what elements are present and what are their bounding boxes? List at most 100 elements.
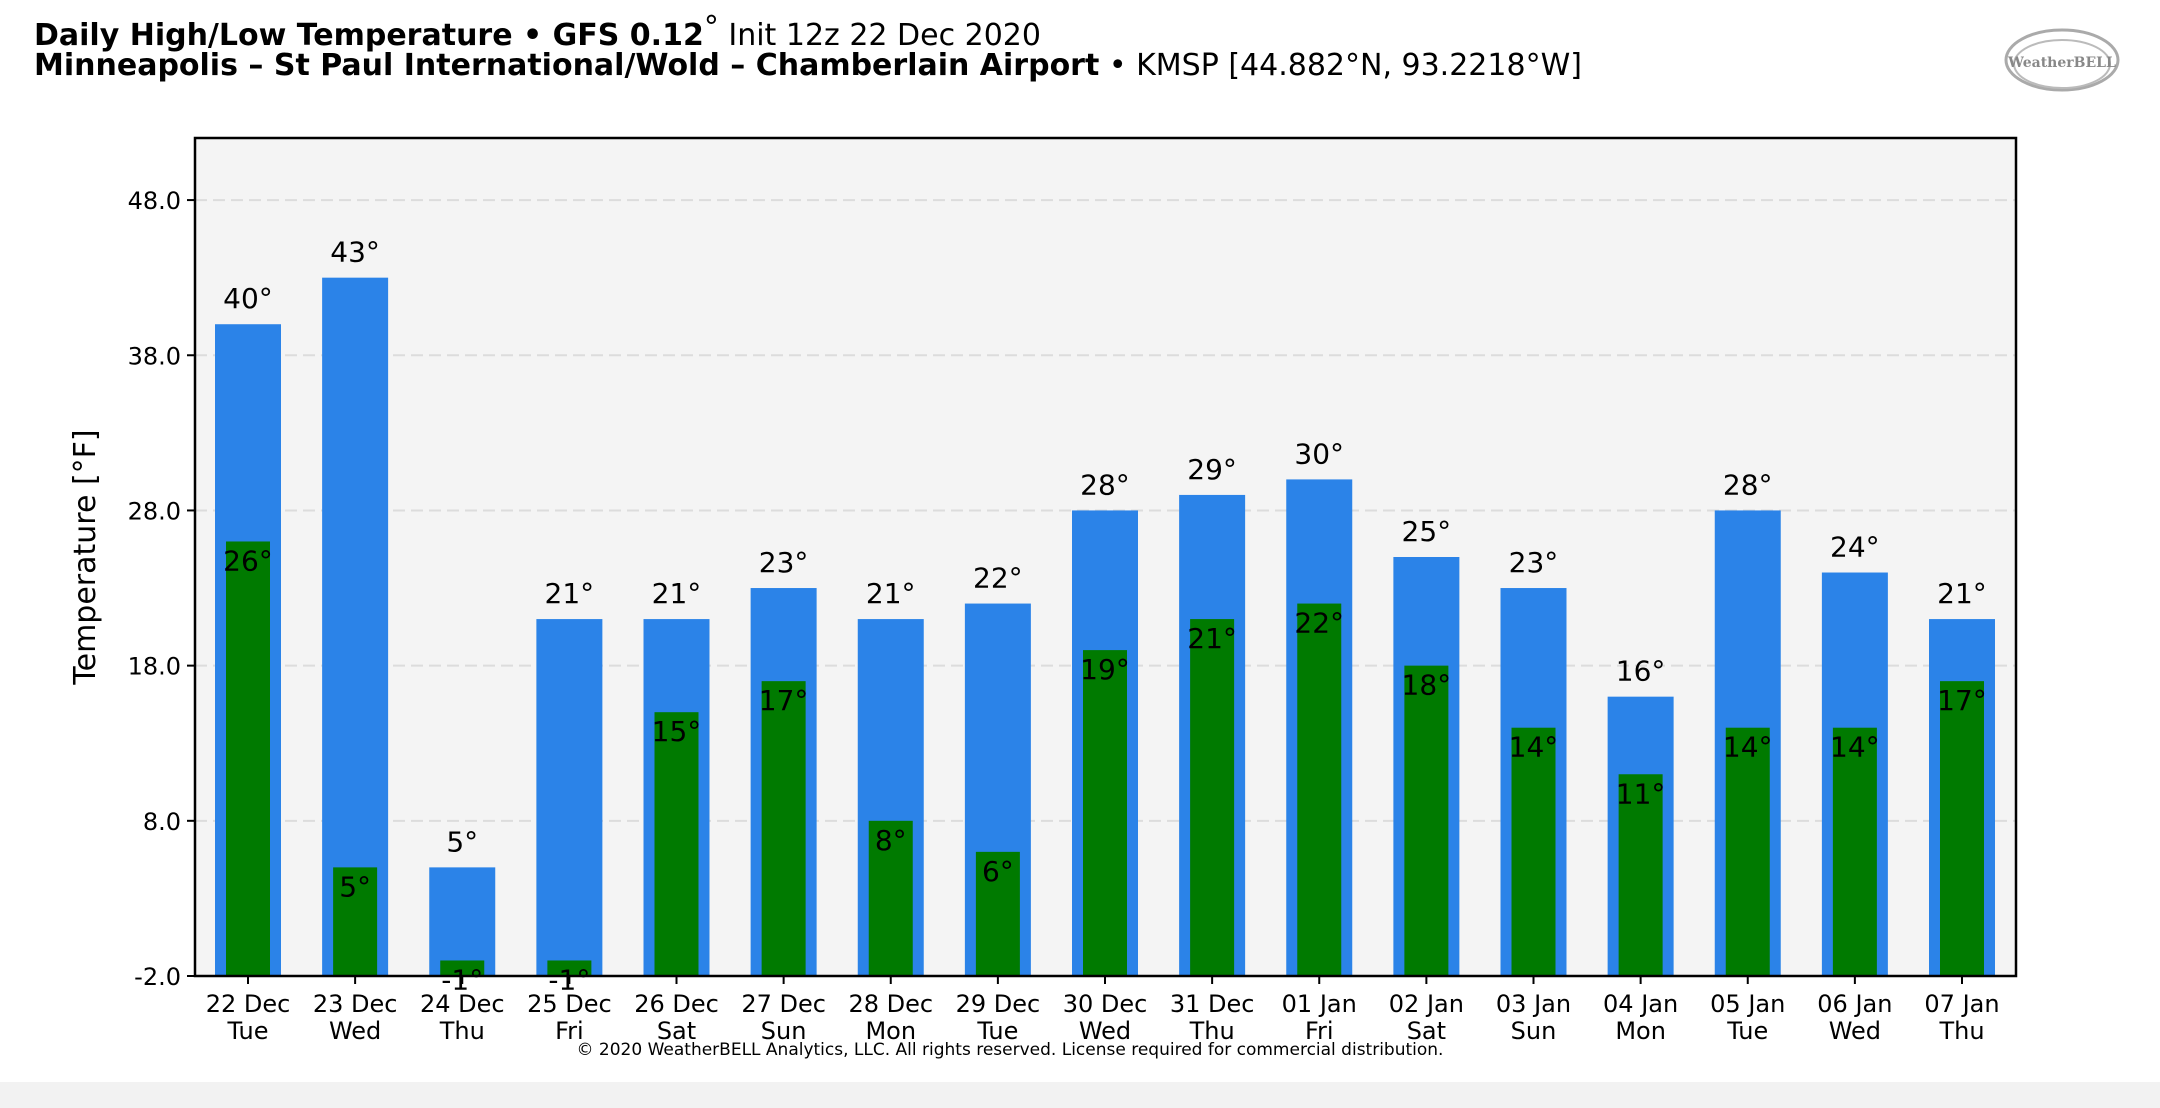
low-bar bbox=[1832, 727, 1877, 976]
x-tick-label-day: Mon bbox=[865, 1017, 916, 1045]
low-value-label: 19° bbox=[1080, 653, 1130, 686]
x-tick-label-day: Wed bbox=[1829, 1017, 1881, 1045]
x-tick-label-date: 30 Dec bbox=[1063, 990, 1148, 1018]
low-bar bbox=[654, 712, 699, 976]
high-value-label: 28° bbox=[1723, 468, 1773, 501]
x-tick-label-date: 06 Jan bbox=[1817, 990, 1892, 1018]
x-tick-label-day: Thu bbox=[1938, 1017, 1984, 1045]
title-line1-degree: ° bbox=[704, 10, 719, 45]
low-value-label: 21° bbox=[1187, 622, 1237, 655]
high-value-label: 21° bbox=[545, 577, 595, 610]
low-bar bbox=[1404, 665, 1449, 976]
low-value-label: 17° bbox=[759, 684, 809, 717]
title-line2-normal: • KMSP [44.882°N, 93.2218°W] bbox=[1099, 48, 1582, 83]
x-tick-label-date: 03 Jan bbox=[1496, 990, 1571, 1018]
y-tick-label: -2.0 bbox=[134, 963, 181, 991]
low-bar bbox=[1511, 727, 1556, 976]
low-value-label: 14° bbox=[1509, 731, 1559, 764]
x-tick-label-day: Tue bbox=[1726, 1017, 1768, 1045]
x-tick-label-day: Tue bbox=[976, 1017, 1018, 1045]
high-value-label: 5° bbox=[446, 825, 478, 858]
low-bar bbox=[1618, 774, 1663, 976]
high-value-label: 22° bbox=[973, 562, 1023, 595]
high-value-label: 40° bbox=[223, 282, 273, 315]
low-value-label: 5° bbox=[339, 870, 371, 903]
x-tick-label-date: 28 Dec bbox=[848, 990, 933, 1018]
low-value-label: 14° bbox=[1830, 731, 1880, 764]
x-tick-label-date: 02 Jan bbox=[1389, 990, 1464, 1018]
low-value-label: 18° bbox=[1402, 669, 1452, 702]
x-tick-label-day: Sun bbox=[761, 1017, 807, 1045]
x-tick-label-day: Sat bbox=[1407, 1017, 1446, 1045]
low-bar bbox=[1297, 603, 1342, 976]
x-tick-label-day: Fri bbox=[555, 1017, 584, 1045]
x-tick-label-date: 27 Dec bbox=[741, 990, 826, 1018]
high-value-label: 23° bbox=[759, 546, 809, 579]
x-tick-label-date: 31 Dec bbox=[1170, 990, 1255, 1018]
x-tick-label-day: Thu bbox=[439, 1017, 485, 1045]
low-value-label: 17° bbox=[1937, 684, 1987, 717]
low-bar bbox=[868, 820, 913, 976]
low-value-label: 11° bbox=[1616, 777, 1666, 810]
logo-text: WeatherBELL bbox=[2007, 55, 2116, 71]
high-value-label: 23° bbox=[1509, 546, 1559, 579]
high-value-label: 21° bbox=[652, 577, 702, 610]
high-value-label: 43° bbox=[330, 236, 380, 269]
chart-title-line1: Daily High/Low Temperature • GFS 0.12° I… bbox=[34, 10, 1041, 53]
x-tick-label-date: 01 Jan bbox=[1282, 990, 1357, 1018]
x-tick-label-day: Tue bbox=[227, 1017, 269, 1045]
high-value-label: 28° bbox=[1080, 468, 1130, 501]
x-tick-label-date: 22 Dec bbox=[206, 990, 291, 1018]
x-tick-label-date: 26 Dec bbox=[634, 990, 719, 1018]
weatherbell-logo: WeatherBELL bbox=[2004, 28, 2120, 92]
high-value-label: 21° bbox=[866, 577, 916, 610]
high-bar bbox=[322, 277, 389, 977]
low-bar bbox=[1940, 681, 1984, 976]
x-tick-label-day: Wed bbox=[1079, 1017, 1131, 1045]
x-tick-label-date: 07 Jan bbox=[1924, 990, 1999, 1018]
low-bar bbox=[440, 960, 485, 976]
x-tick-label-day: Mon bbox=[1615, 1017, 1666, 1045]
y-tick-label: 48.0 bbox=[128, 187, 181, 215]
low-value-label: 14° bbox=[1723, 731, 1773, 764]
low-value-label: 15° bbox=[652, 715, 702, 748]
high-value-label: 21° bbox=[1937, 577, 1987, 610]
low-bar bbox=[333, 867, 378, 976]
low-bar bbox=[226, 541, 270, 976]
high-value-label: 29° bbox=[1187, 453, 1237, 486]
low-bar bbox=[761, 681, 806, 976]
x-tick-label-date: 25 Dec bbox=[527, 990, 612, 1018]
x-tick-label-date: 23 Dec bbox=[313, 990, 398, 1018]
high-bar bbox=[536, 619, 603, 976]
x-tick-label-day: Thu bbox=[1189, 1017, 1235, 1045]
bottom-strip bbox=[0, 1082, 2160, 1108]
x-tick-label-day: Sun bbox=[1511, 1017, 1557, 1045]
x-tick-label-day: Fri bbox=[1305, 1017, 1334, 1045]
low-bar bbox=[547, 960, 592, 976]
x-tick-label-day: Wed bbox=[329, 1017, 381, 1045]
low-bar bbox=[1725, 727, 1770, 976]
low-value-label: 8° bbox=[875, 824, 907, 857]
bars-layer bbox=[215, 277, 1995, 977]
x-tick-label-day: Sat bbox=[657, 1017, 696, 1045]
labels-layer: 40°26°43°5°5°-1°21°-1°21°15°23°17°21°8°2… bbox=[223, 236, 1987, 997]
high-value-label: 16° bbox=[1616, 655, 1666, 688]
high-value-label: 30° bbox=[1294, 437, 1344, 470]
low-bar bbox=[1083, 650, 1127, 976]
low-value-label: 26° bbox=[223, 544, 273, 577]
y-tick-label: 8.0 bbox=[143, 808, 181, 836]
high-bar bbox=[429, 867, 496, 976]
y-tick-label: 18.0 bbox=[128, 653, 181, 681]
x-tick-label-date: 05 Jan bbox=[1710, 990, 1785, 1018]
x-tick-label-date: 24 Dec bbox=[420, 990, 505, 1018]
low-value-label: 22° bbox=[1294, 607, 1344, 640]
copyright-notice: © 2020 WeatherBELL Analytics, LLC. All r… bbox=[577, 1040, 1444, 1060]
x-tick-label-date: 29 Dec bbox=[956, 990, 1041, 1018]
title-line1-normal: Init 12z 22 Dec 2020 bbox=[719, 18, 1041, 53]
high-value-label: 25° bbox=[1402, 515, 1452, 548]
high-value-label: 24° bbox=[1830, 531, 1880, 564]
y-tick-label: 28.0 bbox=[128, 497, 181, 525]
